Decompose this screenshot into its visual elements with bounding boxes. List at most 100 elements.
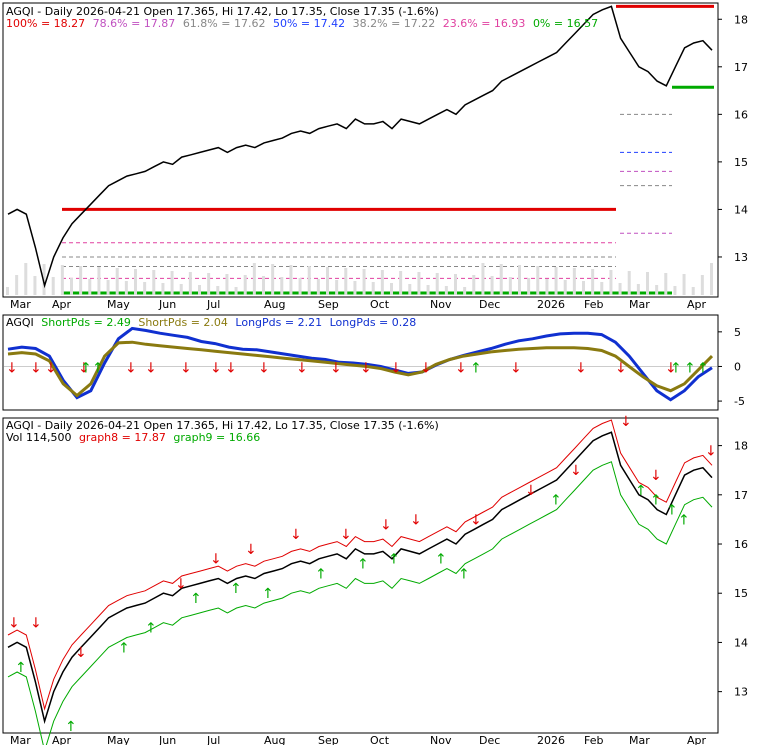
fib-236: 23.6% = 16.93 — [443, 17, 526, 30]
x-tick-label: Oct — [370, 734, 390, 745]
sell-arrow: ↓ — [525, 483, 537, 499]
osc-shortpds-1: ShortPds = 2.49 — [41, 316, 131, 329]
sell-arrow: ↓ — [180, 360, 192, 376]
x-tick-label: Nov — [430, 298, 452, 311]
volume-bar — [463, 287, 467, 295]
volume-bar — [527, 278, 531, 295]
price-panel-frame — [2, 2, 719, 298]
sell-arrow: ↓ — [78, 360, 90, 376]
x-tick-label: Apr — [52, 734, 72, 745]
volume-bar — [188, 272, 192, 295]
volume-bar — [335, 280, 339, 295]
volume-bar — [262, 276, 265, 295]
volume-bar — [710, 263, 713, 295]
sell-arrow: ↓ — [210, 360, 222, 376]
volume-bar — [60, 265, 64, 295]
volume-bar — [655, 285, 659, 295]
graph8-label: graph8 = 17.87 — [79, 431, 166, 444]
buy-arrow: ↑ — [388, 552, 400, 568]
y-tick-label: 5 — [734, 326, 741, 339]
sell-arrow: ↓ — [296, 360, 308, 376]
x-tick-label: Sep — [318, 298, 339, 311]
buy-arrow: ↑ — [435, 552, 447, 568]
volume-bar — [545, 279, 549, 295]
buy-arrow: ↑ — [697, 360, 709, 376]
volume-bar — [563, 280, 567, 295]
sell-arrow: ↓ — [615, 360, 627, 376]
sell-arrow: ↓ — [245, 542, 257, 558]
x-tick-label: Oct — [370, 298, 390, 311]
fib-0: 0% = 16.57 — [533, 17, 598, 30]
volume-panel-frame — [2, 417, 719, 734]
sell-arrow: ↓ — [8, 616, 20, 632]
volume-bar — [216, 286, 220, 295]
volume-bar — [572, 268, 576, 295]
volume-bar — [88, 279, 92, 295]
buy-arrow: ↑ — [80, 360, 92, 376]
buy-arrow: ↑ — [470, 360, 482, 376]
vol-label: Vol 114,500 — [6, 431, 71, 444]
y-tick-label: 15 — [734, 156, 748, 169]
x-tick-label: Aug — [264, 298, 285, 311]
y-tick-label: 18 — [734, 13, 748, 26]
volume-bar — [508, 277, 512, 295]
graph9-label: graph9 = 16.66 — [173, 431, 260, 444]
volume-bar — [426, 285, 430, 295]
sell-arrow: ↓ — [665, 360, 677, 376]
volume-panel-series: ↓ ↓↓↓↓↓↓ ↓↓ ↓ ↓↓↓↓↓↓↑↑↑↑↑↑ ↑↑↑ ↑ ↑↑↑↑↑↑↑ — [7, 414, 717, 745]
sell-arrow: ↓ — [620, 414, 632, 430]
volume-bar — [170, 271, 174, 295]
sell-arrow: ↓ — [30, 616, 42, 632]
buy-arrow: ↑ — [666, 502, 678, 518]
x-tick-label: Jul — [206, 734, 220, 745]
price-title: AGQI - Daily 2026-04-21 Open 17.365, Hi … — [6, 5, 439, 18]
y-tick-label: 16 — [734, 538, 748, 551]
x-tick-label: May — [107, 298, 130, 311]
osc-line — [7, 326, 713, 402]
y-tick-label: 15 — [734, 587, 748, 600]
volume-bar — [390, 283, 393, 295]
y-tick-label: 13 — [734, 251, 748, 264]
buy-arrow: ↑ — [15, 660, 27, 676]
volume-bar — [70, 278, 73, 295]
x-tick-label: Dec — [479, 298, 500, 311]
volume-bar — [353, 281, 357, 295]
volume-bar — [682, 274, 686, 295]
volume-bar — [252, 263, 256, 295]
sell-arrow: ↓ — [225, 360, 237, 376]
volume-bar — [518, 265, 521, 295]
sell-arrow: ↓ — [705, 443, 717, 459]
buy-arrow: ↑ — [190, 591, 202, 607]
x-tick-label: 2026 — [537, 298, 565, 311]
fib-382: 38.2% = 17.22 — [353, 17, 436, 30]
y-tick-label: 14 — [734, 203, 748, 216]
volume-bar — [24, 263, 28, 295]
oscillator-legend: AGQI ShortPds = 2.49 ShortPds = 2.04 Lon… — [6, 316, 416, 329]
x-tick-label: Jul — [206, 298, 220, 311]
sell-arrow: ↓ — [575, 360, 587, 376]
x-tick-label: Jun — [158, 734, 176, 745]
fib-100: 100% = 18.27 — [6, 17, 85, 30]
volume-bar — [591, 269, 595, 295]
x-tick-label: Dec — [479, 734, 500, 745]
sell-arrow: ↓ — [45, 360, 57, 376]
buy-arrow: ↑ — [550, 493, 562, 509]
sell-arrow: ↓ — [340, 527, 352, 543]
buy-arrow: ↑ — [684, 360, 696, 376]
volume-bar — [454, 274, 457, 295]
y-tick-label: 13 — [734, 686, 748, 699]
volume-bar — [627, 271, 631, 295]
volume-bar — [472, 275, 476, 295]
volume-bar — [444, 286, 448, 295]
volume-bar — [79, 266, 83, 295]
x-tick-label: Apr — [687, 734, 707, 745]
oscillator-series: ↓ ↓ ↓ ↓ ↓ ↓ ↓ ↓ ↓ ↓ ↓ ↓ ↓ ↓ ↓ ↓ ↓ ↓ ↓ ↓↑ ↑ ↑ ↑ ↑ ↑ — [4, 326, 717, 402]
volume-bar — [673, 286, 677, 295]
buy-arrow: ↑ — [118, 640, 130, 656]
x-tick-label: Mar — [10, 298, 31, 311]
sell-arrow: ↓ — [330, 360, 342, 376]
x-tick-label: Apr — [687, 298, 707, 311]
volume-bar — [42, 264, 46, 295]
sell-arrow: ↓ — [125, 360, 137, 376]
buy-arrow: ↑ — [357, 557, 369, 573]
